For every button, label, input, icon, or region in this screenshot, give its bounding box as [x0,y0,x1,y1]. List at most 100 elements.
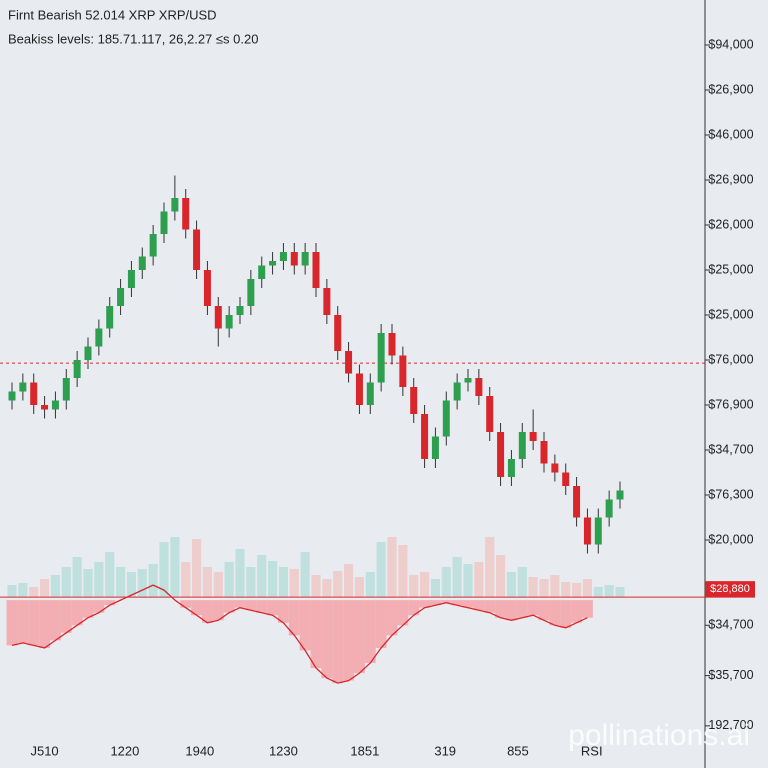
oscillator-bar [527,600,539,616]
volume-bar [572,583,582,597]
candle-body [605,499,613,518]
volume-bar [376,542,386,597]
oscillator-bar [28,600,40,646]
candle-body [62,378,70,401]
candle-body [507,459,515,477]
volume-bar [235,549,245,597]
oscillator-bar [223,600,235,613]
candle-body [616,490,624,500]
candle-body [464,378,472,383]
candle-body [355,373,363,405]
oscillator-bar [234,600,246,608]
volume-layer [7,537,625,597]
candle-body [269,261,277,266]
oscillator-bar [6,600,18,646]
oscillator-bar [506,600,517,621]
volume-bar [485,537,495,597]
candle-body [8,391,16,401]
oscillator-bar [191,600,202,616]
candle-body [399,355,407,387]
y-tick-label: $34,700 [708,442,753,456]
chart-subtitle: Beakiss levels: 185.71.117, 26,2.27 ≤s 0… [8,31,258,46]
volume-bar [582,579,592,597]
y-tick-label: $25,000 [708,262,753,276]
candle-body [301,252,309,266]
oscillator-bar [571,600,582,623]
candle-body [388,333,396,356]
oscillator-bar [50,600,61,641]
x-tick-label: 1940 [185,743,214,758]
volume-bar [278,567,288,597]
oscillator-bar [93,600,105,613]
volume-bar [7,585,17,597]
oscillator-bar [180,600,192,608]
oscillator-bar [473,600,485,611]
candle-body [236,306,244,315]
volume-bar [593,587,603,597]
volume-bar [398,545,408,597]
volume-bar [213,572,223,597]
volume-bar [517,567,527,597]
volume-bar [539,579,549,597]
candle-body [497,432,505,477]
volume-bar [604,585,614,597]
volume-bar [224,562,234,597]
chart-title: Firnt Bearish 52.014 XRP XRP/USD [8,7,217,22]
volume-bar [289,569,299,597]
y-tick-label: $20,000 [708,532,753,546]
oscillator-bar [419,600,430,608]
x-tick-label: J510 [30,743,58,758]
candle-body [312,252,320,288]
candle-body [203,270,211,306]
y-tick-label: $25,000 [708,307,753,321]
oscillator-bar [332,600,344,684]
volume-bar [387,537,397,597]
oscillator-bar [104,600,116,606]
volume-bar [528,577,538,597]
oscillator-bar [256,600,268,613]
y2-tick-label: $35,700 [708,668,753,682]
oscillator-bar [202,600,213,623]
oscillator-bar [354,600,365,674]
volume-bar [257,555,267,597]
oscillator-line [11,584,588,684]
candle-body [540,441,548,464]
oscillator-bar [516,600,528,618]
volume-bar [268,561,278,597]
volume-bar [409,575,419,597]
oscillator-bar [549,600,561,626]
volume-bar [441,567,451,597]
x-tick-label: RSI [581,743,603,758]
candle-body [594,517,602,545]
volume-bar [430,579,440,597]
volume-bar [452,557,462,597]
volume-bar [116,567,126,597]
oscillator-bar [17,600,29,643]
candle-body [30,382,38,405]
price-marker-label: $28,880 [710,583,750,595]
price-marker-box [705,581,755,598]
candle-body [247,279,255,306]
candle-body [214,306,222,329]
candle-body [193,229,201,270]
candle-body [182,198,190,230]
volume-bar [561,582,571,597]
oscillator-bar [60,600,72,633]
volume-bar [300,552,310,597]
volume-bar [354,577,364,597]
volume-bar [615,587,625,597]
candle-body [95,328,103,347]
oscillator-bar [538,600,550,621]
volume-bar [137,569,147,597]
volume-bar [202,567,212,597]
oscillator-bar [288,600,300,636]
y-tick-label: $76,000 [708,352,753,366]
x-tick-label: 319 [434,743,456,758]
candle-body [84,346,92,360]
volume-bar [311,575,321,597]
candle-body [366,382,374,405]
oscillator-bar [310,600,322,669]
oscillator-bar [375,600,387,648]
candle-body [442,400,450,437]
